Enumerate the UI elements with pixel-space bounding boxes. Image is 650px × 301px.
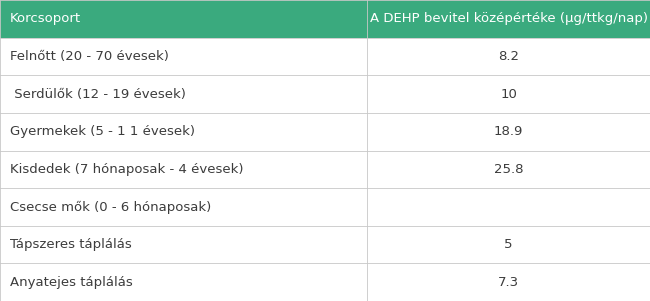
Text: Korcsoport: Korcsoport xyxy=(10,12,81,25)
Text: 10: 10 xyxy=(500,88,517,101)
Text: 8.2: 8.2 xyxy=(498,50,519,63)
Bar xyxy=(0,263,650,301)
Bar xyxy=(0,226,650,263)
Text: Serdülők (12 - 19 évesek): Serdülők (12 - 19 évesek) xyxy=(10,88,186,101)
Bar xyxy=(0,150,650,188)
Text: Kisdedek (7 hónaposak - 4 évesek): Kisdedek (7 hónaposak - 4 évesek) xyxy=(10,163,243,176)
Text: A DEHP bevitel középértéke (μg/ttkg/nap): A DEHP bevitel középértéke (μg/ttkg/nap) xyxy=(370,12,647,25)
Text: Csecse mők (0 - 6 hónaposak): Csecse mők (0 - 6 hónaposak) xyxy=(10,200,211,213)
Bar xyxy=(0,0,650,38)
Text: Anyatejes táplálás: Anyatejes táplálás xyxy=(10,276,133,289)
Text: Tápszeres táplálás: Tápszeres táplálás xyxy=(10,238,131,251)
Text: 18.9: 18.9 xyxy=(494,125,523,138)
Bar xyxy=(0,113,650,150)
Text: 25.8: 25.8 xyxy=(494,163,523,176)
Bar xyxy=(0,75,650,113)
Text: 7.3: 7.3 xyxy=(498,276,519,289)
Text: Gyermekek (5 - 1 1 évesek): Gyermekek (5 - 1 1 évesek) xyxy=(10,125,195,138)
Bar xyxy=(0,188,650,226)
Text: 5: 5 xyxy=(504,238,513,251)
Bar xyxy=(0,38,650,75)
Text: Felnőtt (20 - 70 évesek): Felnőtt (20 - 70 évesek) xyxy=(10,50,168,63)
